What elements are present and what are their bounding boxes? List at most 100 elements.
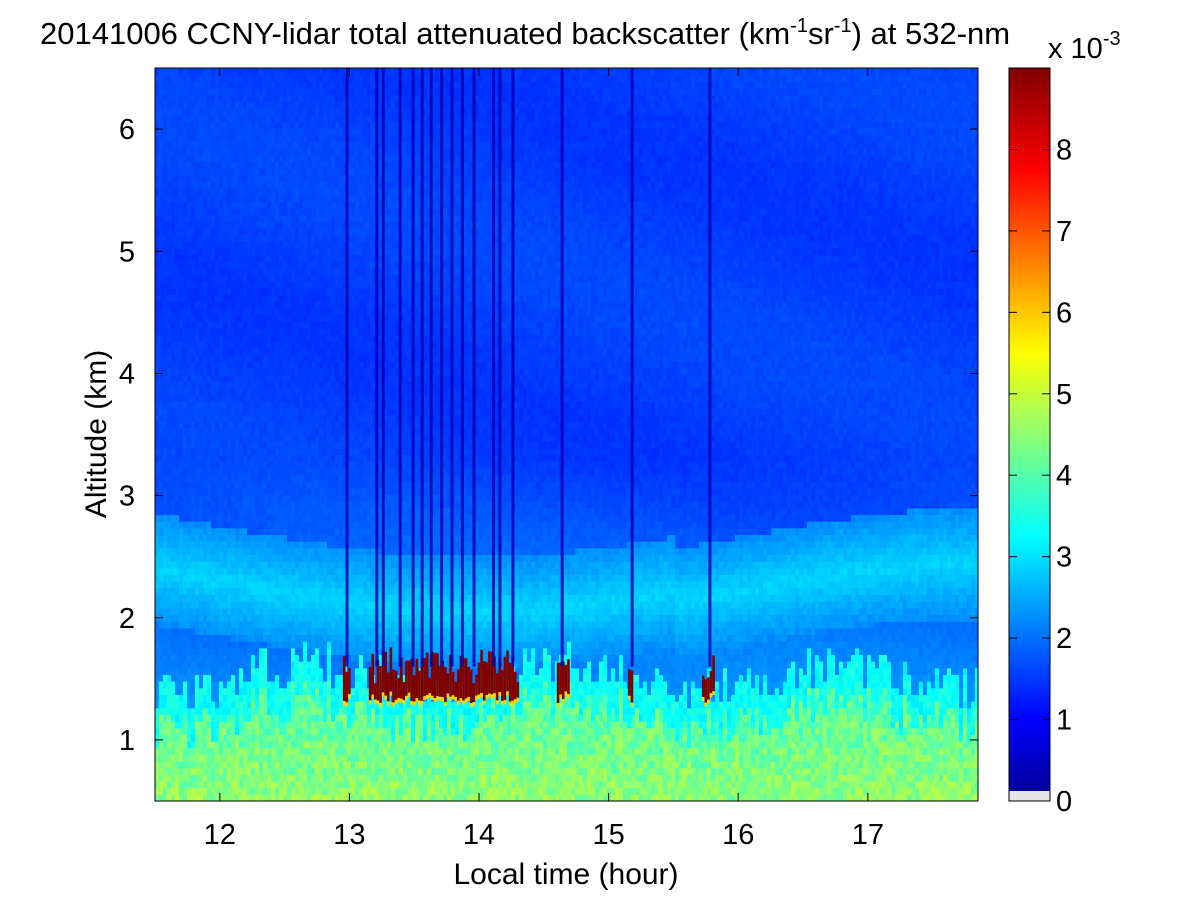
heatmap-cell xyxy=(275,388,280,395)
heatmap-cell xyxy=(311,701,316,708)
heatmap-cell xyxy=(159,608,164,615)
heatmap-cell xyxy=(283,674,288,681)
heatmap-cell xyxy=(275,395,280,402)
heatmap-cell xyxy=(267,461,272,468)
heatmap-cell xyxy=(163,161,168,168)
heatmap-cell xyxy=(183,628,188,635)
heatmap-cell xyxy=(211,435,216,442)
heatmap-cell xyxy=(291,528,296,535)
heatmap-cell xyxy=(307,441,312,448)
heatmap-cell xyxy=(331,108,336,115)
heatmap-cell xyxy=(287,408,292,415)
heatmap-cell xyxy=(187,688,192,695)
heatmap-cell xyxy=(179,708,184,715)
heatmap-cell xyxy=(231,648,236,655)
heatmap-cell xyxy=(287,521,292,528)
heatmap-cell xyxy=(331,221,336,228)
heatmap-cell xyxy=(303,428,308,435)
heatmap-cell xyxy=(183,601,188,608)
heatmap-cell xyxy=(255,581,260,588)
heatmap-cell xyxy=(315,388,320,395)
heatmap-cell xyxy=(235,528,240,535)
heatmap-cell xyxy=(203,568,208,575)
heatmap-cell xyxy=(167,554,172,561)
heatmap-cell xyxy=(211,728,216,735)
heatmap-cell xyxy=(283,395,288,402)
heatmap-cell xyxy=(223,508,228,515)
heatmap-cell xyxy=(187,235,192,242)
heatmap-cell xyxy=(251,268,256,275)
heatmap-cell xyxy=(203,95,208,102)
heatmap-cell xyxy=(271,128,276,135)
heatmap-cell xyxy=(239,188,244,195)
heatmap-cell xyxy=(159,355,164,362)
heatmap-cell xyxy=(155,708,160,715)
heatmap-cell xyxy=(295,521,300,528)
heatmap-cell xyxy=(167,461,172,468)
heatmap-cell xyxy=(283,461,288,468)
heatmap-cell xyxy=(279,341,284,348)
heatmap-cell xyxy=(251,661,256,668)
heatmap-cell xyxy=(175,514,180,521)
heatmap-cell xyxy=(251,788,256,795)
heatmap-cell xyxy=(223,208,228,215)
heatmap-cell xyxy=(231,461,236,468)
heatmap-cell xyxy=(291,601,296,608)
heatmap-cell xyxy=(183,668,188,675)
heatmap-cell xyxy=(163,435,168,442)
heatmap-cell xyxy=(243,734,248,741)
heatmap-cell xyxy=(231,628,236,635)
heatmap-cell xyxy=(291,68,296,75)
heatmap-cell xyxy=(191,534,196,541)
heatmap-cell xyxy=(287,568,292,575)
heatmap-cell xyxy=(219,708,224,715)
heatmap-cell xyxy=(267,501,272,508)
heatmap-cell xyxy=(287,128,292,135)
heatmap-cell xyxy=(207,648,212,655)
heatmap-cell xyxy=(319,141,324,148)
heatmap-cell xyxy=(227,335,232,342)
heatmap-cell xyxy=(271,361,276,368)
heatmap-cell xyxy=(163,601,168,608)
heatmap-cell xyxy=(323,408,328,415)
heatmap-cell xyxy=(307,554,312,561)
heatmap-cell xyxy=(223,148,228,155)
heatmap-cell xyxy=(275,155,280,162)
heatmap-cell xyxy=(271,75,276,82)
heatmap-cell xyxy=(323,748,328,755)
heatmap-cell xyxy=(171,688,176,695)
heatmap-cell xyxy=(283,175,288,182)
heatmap-cell xyxy=(199,581,204,588)
heatmap-cell xyxy=(243,155,248,162)
heatmap-cell xyxy=(219,115,224,122)
heatmap-cell xyxy=(315,168,320,175)
heatmap-cell xyxy=(195,788,200,795)
heatmap-cell xyxy=(243,621,248,628)
heatmap-cell xyxy=(295,81,300,88)
heatmap-cell xyxy=(167,135,172,142)
heatmap-cell xyxy=(291,728,296,735)
heatmap-cell xyxy=(287,708,292,715)
heatmap-cell xyxy=(175,721,180,728)
heatmap-cell xyxy=(211,421,216,428)
heatmap-cell xyxy=(303,435,308,442)
heatmap-cell xyxy=(195,481,200,488)
heatmap-cell xyxy=(227,614,232,621)
heatmap-cell xyxy=(267,714,272,721)
heatmap-cell xyxy=(199,221,204,228)
heatmap-cell xyxy=(211,415,216,422)
heatmap-cell xyxy=(267,508,272,515)
heatmap-cell xyxy=(195,568,200,575)
heatmap-cell xyxy=(279,561,284,568)
heatmap-cell xyxy=(171,654,176,661)
heatmap-cell xyxy=(295,734,300,741)
heatmap-cell xyxy=(275,328,280,335)
heatmap-cell xyxy=(199,315,204,322)
heatmap-cell xyxy=(207,308,212,315)
heatmap-cell xyxy=(303,381,308,388)
heatmap-cell xyxy=(215,288,220,295)
heatmap-cell xyxy=(227,135,232,142)
heatmap-cell xyxy=(259,321,264,328)
heatmap-cell xyxy=(207,428,212,435)
heatmap-cell xyxy=(327,708,332,715)
